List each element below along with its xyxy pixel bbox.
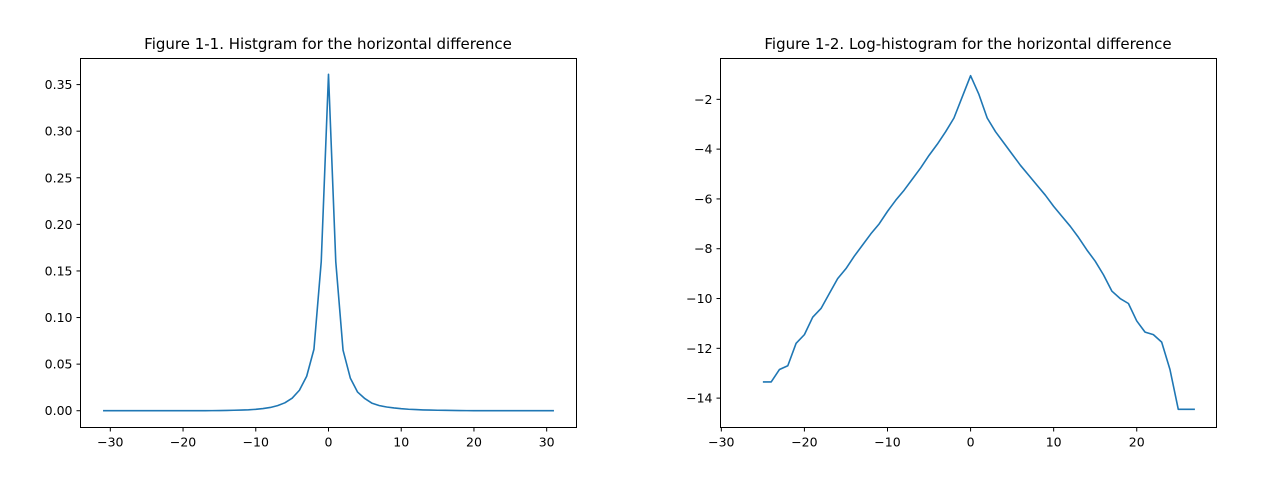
x-tick-label: −20 bbox=[170, 435, 196, 450]
series-line-layer bbox=[103, 73, 554, 412]
y-tick-label: −10 bbox=[686, 291, 712, 306]
y-tick-label: 0.10 bbox=[45, 310, 73, 325]
chart-title: Figure 1-1. Histgram for the horizontal … bbox=[144, 35, 512, 53]
x-tick-label: 0 bbox=[967, 435, 975, 450]
series-line-layer bbox=[762, 74, 1195, 411]
x-tick-label: −30 bbox=[97, 435, 123, 450]
x-tick-label: 20 bbox=[466, 435, 482, 450]
y-tick-label: −4 bbox=[694, 142, 712, 157]
ticks-layer: −30 −20 −10 0 10 20 30 0.00 0.05 0.10 0.15 0.20 0.25… bbox=[45, 77, 555, 449]
x-tick-label: −10 bbox=[243, 435, 269, 450]
y-tick-label: −8 bbox=[694, 241, 712, 256]
chart-title: Figure 1-2. Log-histogram for the horizo… bbox=[764, 35, 1171, 53]
y-tick-label: 0.20 bbox=[45, 217, 73, 232]
y-tick-label: 0.35 bbox=[45, 77, 73, 92]
y-tick-label: 0.25 bbox=[45, 170, 73, 185]
plot-frame bbox=[720, 58, 1217, 428]
series-line bbox=[762, 74, 1195, 411]
x-tick-label: 10 bbox=[393, 435, 409, 450]
x-tick-label: −10 bbox=[874, 435, 900, 450]
y-tick-label: −2 bbox=[694, 92, 712, 107]
y-tick-label: 0.15 bbox=[45, 263, 73, 278]
y-tick-label: 0.00 bbox=[45, 403, 73, 418]
x-tick-label: 0 bbox=[325, 435, 333, 450]
y-tick-label: −14 bbox=[686, 391, 712, 406]
y-tick-label: 0.30 bbox=[45, 124, 73, 139]
ticks-layer: −30 −20 −10 0 10 20 −14 −12 −10 −8 −6 −4 −2 bbox=[686, 92, 1145, 450]
y-tick-label: 0.05 bbox=[45, 357, 73, 372]
y-tick-label: −6 bbox=[694, 191, 712, 206]
series-line bbox=[103, 73, 554, 412]
x-tick-label: −20 bbox=[791, 435, 817, 450]
chart-histogram: Figure 1-1. Histgram for the horizontal … bbox=[45, 35, 577, 450]
x-tick-label: 30 bbox=[539, 435, 555, 450]
x-tick-label: 10 bbox=[1046, 435, 1062, 450]
plot-frame bbox=[80, 58, 577, 428]
x-tick-label: −30 bbox=[708, 435, 734, 450]
chart-log-histogram: Figure 1-2. Log-histogram for the horizo… bbox=[686, 35, 1217, 450]
y-tick-label: −12 bbox=[686, 341, 712, 356]
x-tick-label: 20 bbox=[1129, 435, 1145, 450]
